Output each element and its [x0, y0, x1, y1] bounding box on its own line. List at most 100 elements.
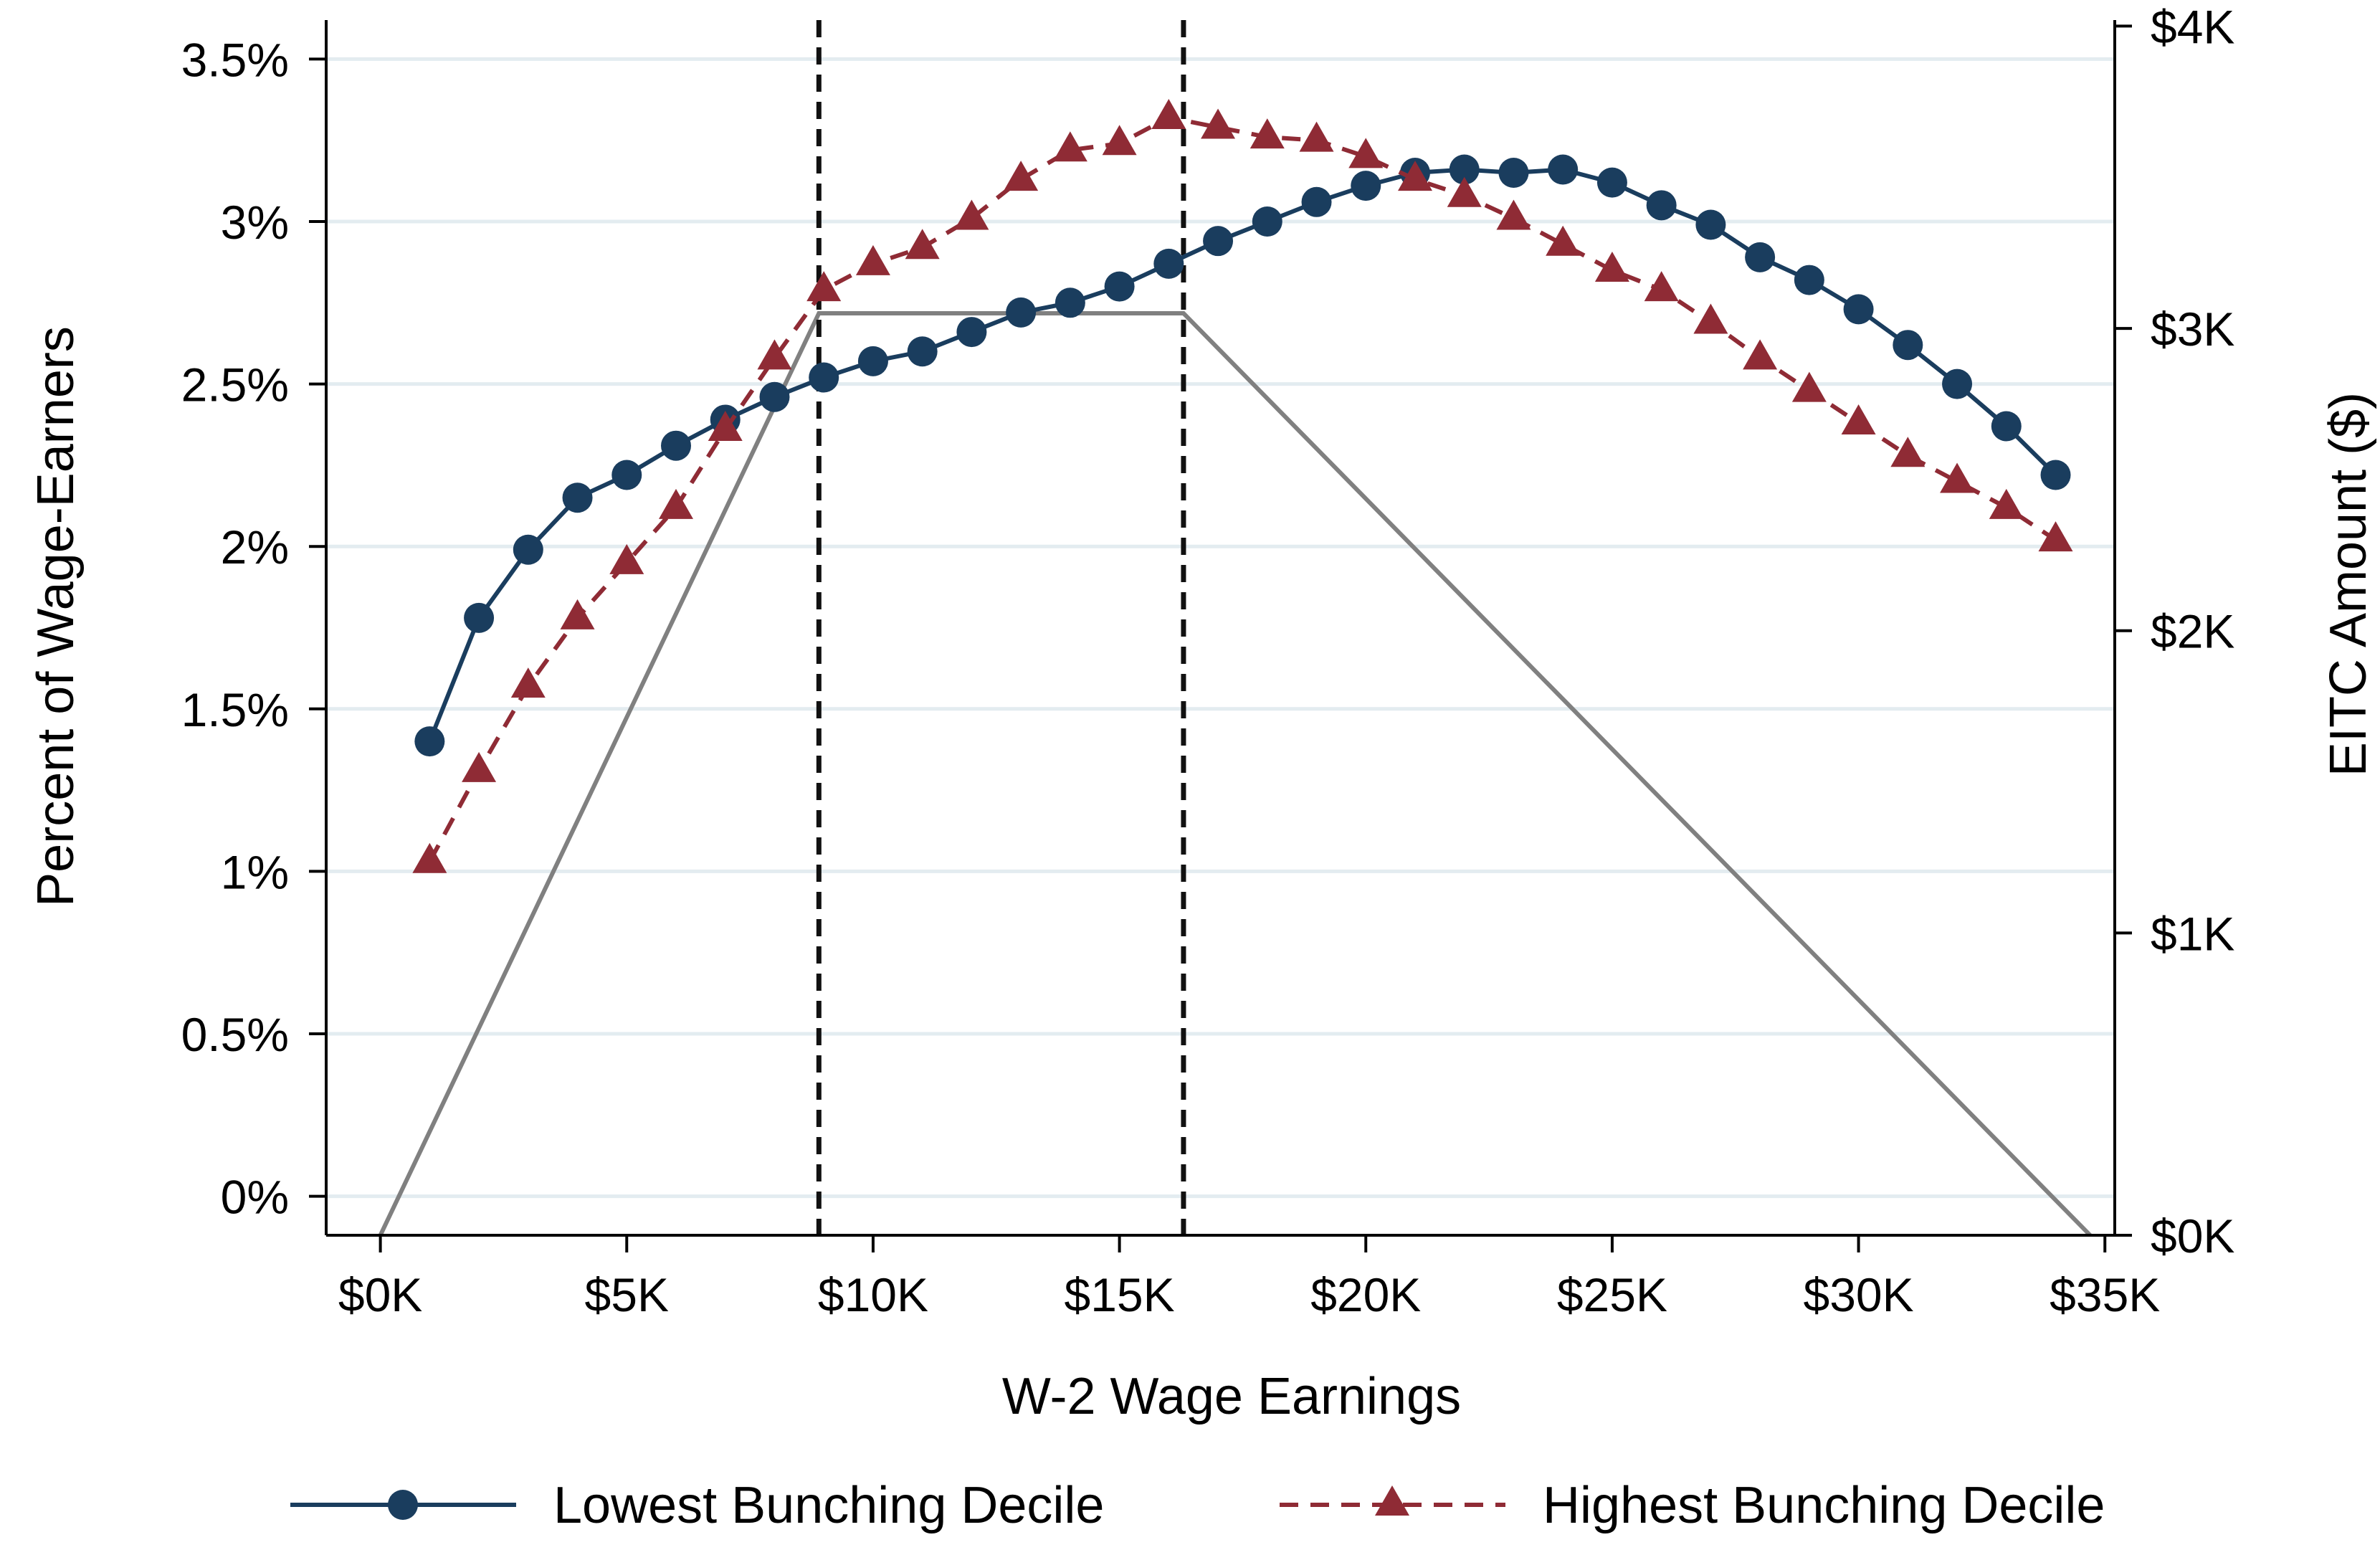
point-lowest-bunching-decile-0: [414, 726, 445, 757]
point-highest-bunching-decile-29: [1841, 404, 1876, 434]
x-axis-title: W-2 Wage Earnings: [1002, 1368, 1461, 1425]
point-lowest-bunching-decile-31: [1942, 368, 1973, 399]
point-highest-bunching-decile-8: [806, 271, 842, 302]
y-axis-title: Percent of Wage-Earners: [27, 326, 85, 907]
point-highest-bunching-decile-24: [1594, 251, 1629, 282]
y2-tick-label-3: $3K: [2151, 303, 2234, 356]
point-lowest-bunching-decile-19: [1351, 171, 1381, 201]
point-highest-bunching-decile-32: [1989, 488, 2024, 519]
point-lowest-bunching-decile-24: [1596, 167, 1627, 198]
gridlines: [326, 57, 2115, 1199]
point-lowest-bunching-decile-3: [562, 482, 593, 513]
reference-lines: [816, 20, 1186, 1235]
point-highest-bunching-decile-19: [1348, 138, 1384, 168]
point-lowest-bunching-decile-15: [1153, 248, 1184, 279]
point-lowest-bunching-decile-17: [1252, 206, 1282, 237]
point-highest-bunching-decile-23: [1546, 225, 1581, 256]
point-lowest-bunching-decile-7: [759, 381, 790, 412]
point-highest-bunching-decile-27: [1743, 339, 1778, 370]
point-highest-bunching-decile-12: [1004, 161, 1039, 191]
point-highest-bunching-decile-6: [708, 411, 743, 442]
y-tick-label-5: 2.5%: [181, 358, 289, 412]
y-tick-label-7: 3.5%: [181, 33, 289, 86]
y2-axis-ticks: $0K $1K $2K $3K $4K: [2115, 0, 2234, 1262]
point-lowest-bunching-decile-27: [1745, 242, 1776, 272]
point-lowest-bunching-decile-11: [956, 317, 987, 348]
point-highest-bunching-decile-13: [1052, 131, 1087, 162]
point-lowest-bunching-decile-33: [2040, 460, 2071, 490]
x-tick-label-6: $30K: [1804, 1268, 1914, 1321]
point-highest-bunching-decile-14: [1102, 125, 1137, 156]
point-highest-bunching-decile-4: [609, 543, 644, 574]
y2-tick-label-2: $2K: [2151, 605, 2234, 658]
x-tick-label-4: $20K: [1310, 1268, 1421, 1321]
eitc-schedule: [378, 310, 2092, 1237]
series-line-lowest-bunching-decile: [427, 167, 2057, 743]
point-lowest-bunching-decile-28: [1794, 265, 1824, 295]
point-highest-bunching-decile-31: [1940, 462, 1975, 493]
point-lowest-bunching-decile-21: [1449, 154, 1480, 185]
point-lowest-bunching-decile-30: [1893, 330, 1923, 361]
point-highest-bunching-decile-0: [412, 842, 447, 873]
point-lowest-bunching-decile-25: [1646, 190, 1677, 221]
point-highest-bunching-decile-20: [1397, 161, 1432, 191]
point-highest-bunching-decile-16: [1201, 108, 1236, 139]
point-lowest-bunching-decile-2: [513, 534, 543, 565]
point-lowest-bunching-decile-22: [1498, 158, 1529, 189]
point-highest-bunching-decile-3: [560, 599, 595, 629]
x-tick-label-2: $10K: [818, 1268, 928, 1321]
y2-tick-label-4: $4K: [2151, 0, 2234, 53]
point-highest-bunching-decile-9: [855, 244, 890, 275]
point-highest-bunching-decile-33: [2038, 521, 2073, 552]
point-lowest-bunching-decile-26: [1695, 209, 1726, 240]
point-lowest-bunching-decile-5: [661, 430, 692, 461]
legend-lowest-label: Lowest Bunching Decile: [553, 1477, 1104, 1534]
point-lowest-bunching-decile-18: [1301, 186, 1332, 217]
point-lowest-bunching-decile-9: [857, 346, 888, 376]
point-highest-bunching-decile-2: [510, 667, 546, 698]
point-highest-bunching-decile-5: [659, 488, 694, 519]
point-highest-bunching-decile-21: [1447, 176, 1482, 207]
x-tick-label-1: $5K: [585, 1268, 669, 1321]
point-lowest-bunching-decile-4: [611, 460, 642, 490]
y-tick-label-4: 2%: [221, 520, 289, 574]
point-highest-bunching-decile-30: [1890, 437, 1926, 467]
point-highest-bunching-decile-1: [462, 751, 497, 782]
eitc-schedule-line: [378, 310, 2092, 1237]
point-lowest-bunching-decile-16: [1203, 226, 1234, 257]
legend-lowest-marker: [388, 1490, 418, 1520]
y2-tick-label-0: $0K: [2151, 1209, 2234, 1262]
point-highest-bunching-decile-25: [1644, 271, 1679, 302]
point-highest-bunching-decile-28: [1791, 371, 1827, 402]
x-tick-label-0: $0K: [338, 1268, 422, 1321]
point-highest-bunching-decile-18: [1299, 121, 1334, 152]
point-lowest-bunching-decile-12: [1006, 297, 1037, 328]
point-highest-bunching-decile-17: [1250, 118, 1285, 149]
x-tick-label-7: $35K: [2050, 1268, 2160, 1321]
point-lowest-bunching-decile-14: [1104, 271, 1135, 302]
series-line-highest-bunching-decile: [427, 115, 2057, 863]
legend-highest-marker: [1375, 1485, 1409, 1516]
point-highest-bunching-decile-15: [1151, 98, 1186, 129]
x-axis-ticks: $0K $5K $10K $15K $20K $25K $30K $35K: [338, 1235, 2160, 1321]
y-axis-ticks: 0% 0.5% 1% 1.5% 2% 2.5% 3% 3.5%: [181, 33, 326, 1224]
y-tick-label-2: 1%: [221, 845, 289, 898]
point-lowest-bunching-decile-8: [809, 362, 839, 393]
x-tick-label-5: $25K: [1557, 1268, 1667, 1321]
point-highest-bunching-decile-22: [1496, 199, 1531, 230]
point-lowest-bunching-decile-1: [464, 602, 495, 633]
y-tick-label-1: 0.5%: [181, 1008, 289, 1061]
point-lowest-bunching-decile-10: [907, 336, 938, 367]
point-lowest-bunching-decile-23: [1548, 154, 1579, 185]
point-highest-bunching-decile-10: [905, 229, 940, 260]
series: [412, 98, 2073, 873]
point-lowest-bunching-decile-29: [1843, 294, 1874, 325]
x-tick-label-3: $15K: [1065, 1268, 1175, 1321]
legend-highest-label: Highest Bunching Decile: [1543, 1477, 2105, 1534]
point-highest-bunching-decile-7: [757, 339, 792, 370]
y-tick-label-0: 0%: [221, 1171, 289, 1224]
y-tick-label-6: 3%: [221, 196, 289, 249]
legend: Lowest Bunching Decile Highest Bunching …: [290, 1477, 2105, 1534]
